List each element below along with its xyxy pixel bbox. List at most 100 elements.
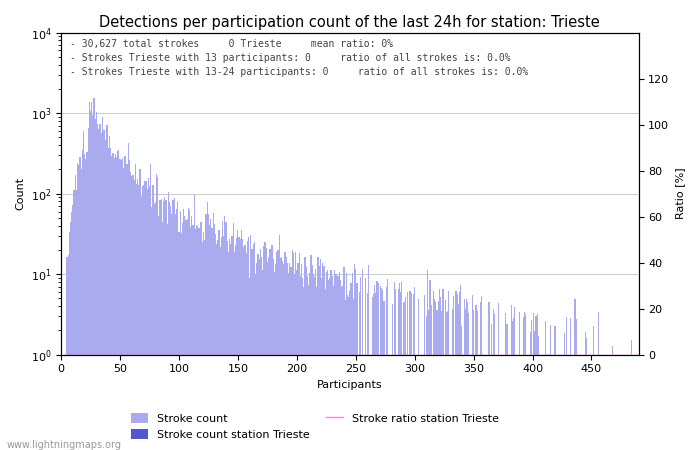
Bar: [358, 292, 360, 450]
Y-axis label: Ratio [%]: Ratio [%]: [675, 168, 685, 220]
Bar: [299, 252, 300, 450]
Bar: [246, 240, 248, 450]
Bar: [286, 257, 287, 450]
Bar: [598, 312, 599, 450]
Title: Detections per participation count of the last 24h for station: Trieste: Detections per participation count of th…: [99, 15, 600, 30]
Bar: [340, 280, 341, 450]
Bar: [261, 257, 262, 450]
Bar: [174, 198, 175, 450]
Bar: [375, 293, 377, 450]
Bar: [444, 300, 446, 450]
Bar: [115, 153, 116, 450]
Bar: [175, 214, 176, 450]
Bar: [453, 296, 454, 450]
Bar: [439, 289, 440, 450]
Bar: [373, 294, 374, 450]
Bar: [473, 310, 474, 450]
Bar: [631, 340, 632, 450]
Bar: [151, 207, 153, 450]
Stroke ratio station Trieste: [503, 352, 512, 357]
Bar: [537, 314, 538, 450]
Bar: [108, 135, 110, 450]
Bar: [372, 297, 373, 450]
Bar: [254, 242, 255, 450]
Bar: [440, 297, 441, 450]
Bar: [348, 297, 349, 450]
Bar: [322, 263, 323, 450]
Bar: [307, 276, 308, 450]
Bar: [339, 272, 340, 450]
Bar: [94, 99, 95, 450]
Bar: [282, 261, 284, 450]
Legend: Stroke count, Stroke count station Trieste, Stroke ratio station Trieste: Stroke count, Stroke count station Tries…: [127, 409, 503, 445]
Bar: [239, 239, 241, 450]
Bar: [386, 287, 387, 450]
Bar: [197, 226, 198, 450]
Bar: [325, 289, 326, 450]
Bar: [575, 319, 577, 450]
Bar: [334, 270, 335, 450]
Bar: [310, 255, 312, 450]
Bar: [309, 273, 310, 450]
Bar: [306, 267, 307, 450]
Stroke ratio station Trieste: [634, 352, 642, 357]
Bar: [511, 306, 512, 450]
Bar: [99, 124, 101, 450]
Bar: [353, 299, 354, 450]
Bar: [139, 169, 141, 450]
Bar: [284, 252, 286, 450]
Bar: [89, 102, 90, 450]
Bar: [313, 274, 314, 450]
Bar: [270, 249, 272, 450]
Bar: [218, 230, 220, 450]
Bar: [130, 171, 131, 450]
Bar: [228, 252, 229, 450]
Bar: [298, 263, 299, 450]
Bar: [427, 270, 428, 450]
Bar: [498, 303, 499, 450]
Bar: [434, 299, 435, 450]
Bar: [148, 177, 149, 450]
Bar: [123, 168, 124, 450]
Bar: [82, 150, 83, 450]
Bar: [232, 223, 234, 450]
Bar: [413, 293, 414, 450]
Bar: [289, 263, 290, 450]
Bar: [193, 225, 194, 450]
Bar: [111, 156, 113, 450]
Bar: [75, 175, 76, 450]
Bar: [314, 277, 315, 450]
Bar: [235, 245, 236, 450]
Bar: [506, 324, 507, 450]
Bar: [403, 302, 405, 450]
Bar: [304, 256, 306, 450]
Bar: [275, 264, 276, 450]
Bar: [184, 216, 186, 450]
Bar: [91, 102, 92, 450]
Bar: [466, 299, 467, 450]
Bar: [279, 235, 280, 450]
Bar: [346, 274, 347, 450]
Bar: [98, 129, 99, 450]
Bar: [186, 220, 187, 450]
Bar: [210, 219, 211, 450]
Stroke ratio station Trieste: [634, 352, 643, 357]
Bar: [244, 245, 246, 450]
Bar: [182, 223, 183, 450]
Bar: [77, 163, 78, 450]
Bar: [435, 302, 437, 450]
Bar: [438, 301, 439, 450]
Bar: [367, 293, 368, 450]
Stroke ratio station Trieste: [387, 352, 395, 357]
Bar: [512, 321, 513, 450]
Bar: [206, 202, 208, 450]
Bar: [187, 219, 188, 450]
Text: www.lightningmaps.org: www.lightningmaps.org: [7, 440, 122, 450]
Bar: [277, 250, 279, 450]
Bar: [301, 264, 302, 450]
Bar: [585, 332, 586, 450]
Bar: [317, 257, 318, 450]
Bar: [365, 278, 366, 450]
Bar: [272, 259, 274, 450]
Bar: [88, 127, 89, 450]
